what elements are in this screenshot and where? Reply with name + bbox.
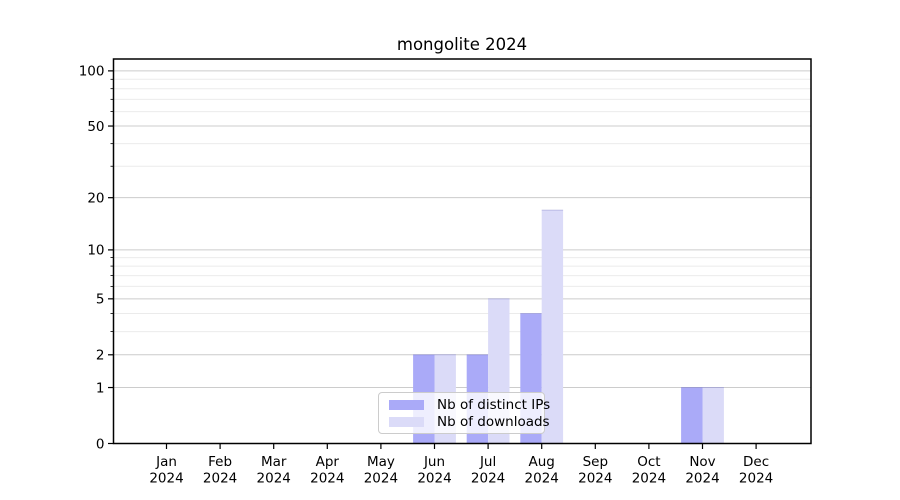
- x-tick-label-year: 2024: [471, 471, 505, 487]
- y-tick-label: 50: [87, 119, 104, 135]
- y-tick-label: 20: [87, 190, 104, 206]
- x-tick-label-month: Dec: [743, 454, 769, 470]
- x-tick-label-month: Sep: [583, 454, 608, 470]
- y-tick-label: 2: [96, 348, 105, 364]
- y-tick-label: 10: [87, 243, 104, 259]
- x-tick-label-year: 2024: [257, 471, 291, 487]
- x-tick-label-month: Feb: [208, 454, 232, 470]
- x-tick-label-month: Nov: [689, 454, 715, 470]
- y-tick-label: 0: [96, 436, 105, 452]
- x-tick-label-year: 2024: [739, 471, 773, 487]
- x-tick-label-month: Jun: [423, 454, 445, 470]
- x-tick-label-month: Mar: [261, 454, 287, 470]
- x-tick-label-year: 2024: [525, 471, 559, 487]
- x-tick-label-year: 2024: [578, 471, 612, 487]
- bar-distinct-ips-nov: [681, 387, 703, 444]
- legend-swatch-distinct-ips: [389, 399, 424, 410]
- legend-item-distinct-ips: Nb of distinct IPs: [389, 396, 550, 413]
- bar-downloads-nov: [702, 387, 724, 444]
- x-tick-label-month: Oct: [637, 454, 660, 470]
- y-tick-label: 5: [96, 292, 105, 308]
- x-tick-label-year: 2024: [149, 471, 183, 487]
- plot-border: [112, 58, 812, 445]
- x-tick-label-month: Jul: [479, 454, 496, 470]
- x-tick-label-year: 2024: [310, 471, 344, 487]
- legend-item-downloads: Nb of downloads: [389, 413, 550, 430]
- x-tick-label-month: Apr: [316, 454, 340, 470]
- legend-swatch-downloads: [389, 416, 424, 427]
- chart-title: mongolite 2024: [396, 35, 528, 54]
- y-tick-label: 1: [96, 380, 105, 396]
- x-tick-label-year: 2024: [203, 471, 237, 487]
- x-tick-label-month: Jan: [155, 454, 177, 470]
- x-tick-label-year: 2024: [417, 471, 451, 487]
- legend-label-distinct-ips: Nb of distinct IPs: [437, 396, 551, 413]
- bar-downloads-aug: [541, 210, 564, 444]
- x-tick-label-month: May: [367, 454, 395, 470]
- x-tick-label-year: 2024: [364, 471, 398, 487]
- x-tick-label-year: 2024: [685, 471, 719, 487]
- legend-label-downloads: Nb of downloads: [437, 413, 550, 430]
- x-tick-label-year: 2024: [632, 471, 666, 487]
- legend: Nb of distinct IPs Nb of downloads: [378, 392, 550, 434]
- x-tick-label-month: Aug: [529, 454, 555, 470]
- y-tick-label: 100: [79, 64, 105, 80]
